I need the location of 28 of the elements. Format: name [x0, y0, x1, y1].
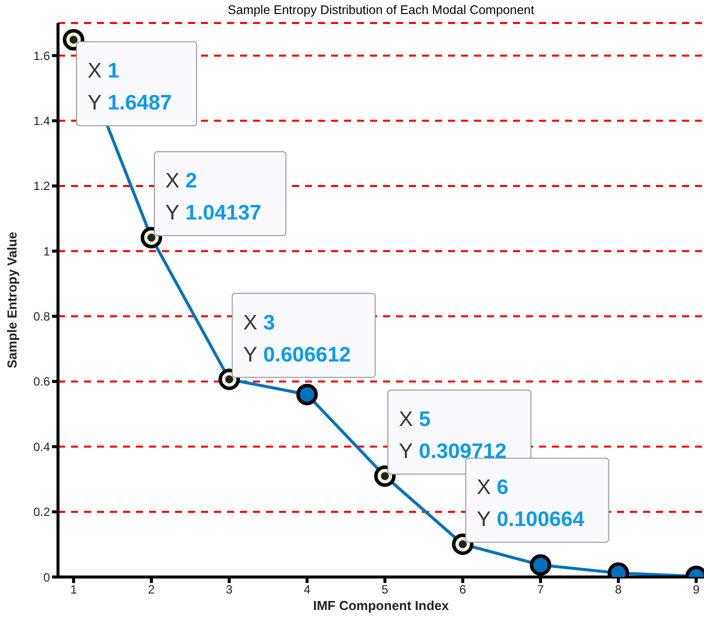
chart-title: Sample Entropy Distribution of Each Modal Component	[228, 3, 535, 17]
x-tick-label: 6	[459, 582, 466, 597]
x-tick-label: 7	[537, 582, 544, 597]
x-tick-label: 4	[304, 582, 311, 597]
annotation: X 5 Y 0.309712	[398, 408, 506, 464]
x-tick-label: 2	[148, 582, 156, 597]
point	[530, 554, 552, 576]
x-tick-label: 8	[615, 582, 622, 597]
y-tick-label: 1.6	[33, 48, 50, 63]
annotation: X 1 Y 1.6487	[88, 60, 172, 115]
x-tick-label: 9	[692, 582, 700, 597]
y-tick-label: 0.2	[33, 505, 50, 520]
y-axis-title: Sample Entropy Value	[4, 232, 20, 368]
x-tick-label: 5	[382, 582, 389, 597]
x-tick-label: 3	[226, 582, 233, 597]
y-tick-label: 0.8	[33, 310, 50, 324]
annotation: X 6 Y 0.100664	[476, 476, 585, 532]
x-axis-title: IMF Component Index	[313, 598, 450, 613]
x-tick-label: 1	[70, 582, 78, 597]
y-tick-label: 0.6	[33, 374, 50, 389]
y-tick-label: 0	[43, 570, 50, 584]
y-tick-label: 0.4	[33, 440, 50, 454]
y-tick-label: 1.2	[33, 179, 50, 194]
annotation: X 3 Y 0.606612	[243, 311, 351, 366]
y-tick-label: 1	[43, 244, 50, 258]
y-tick-label: 1.4	[33, 114, 50, 128]
point	[296, 384, 318, 406]
annotation: X 2 Y 1.04137	[165, 170, 262, 225]
